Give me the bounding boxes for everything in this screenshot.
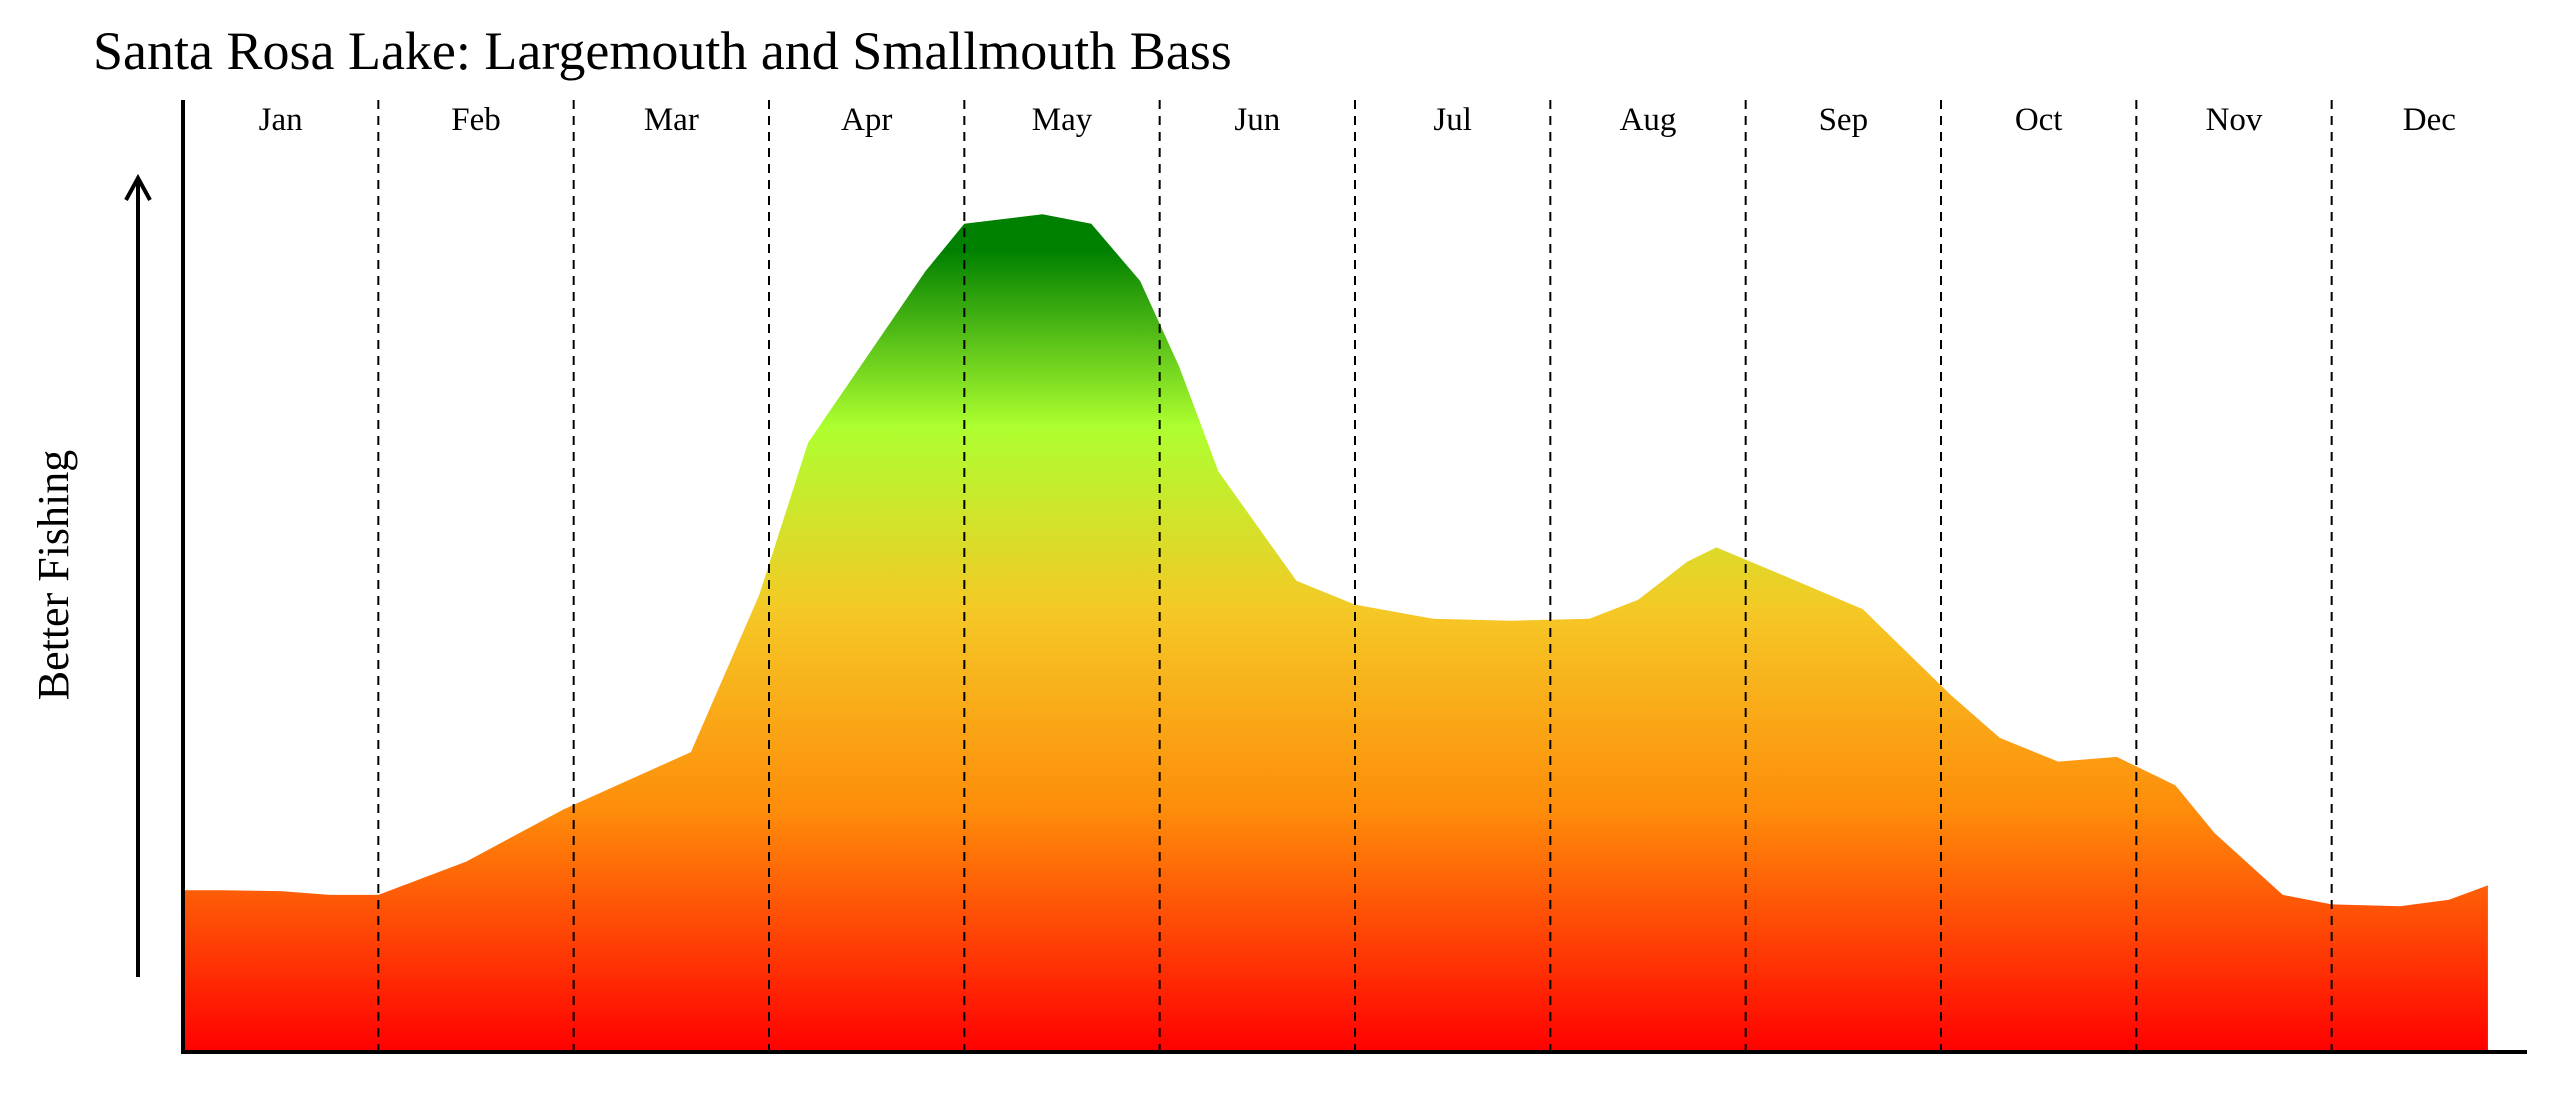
fishing-quality-area (183, 214, 2488, 1052)
month-labels: Jan Feb Mar Apr May Jun Jul Aug Sep Oct Nov Dec (259, 102, 2456, 138)
month-label: Feb (451, 102, 501, 138)
better-fishing-arrow (124, 173, 152, 977)
month-label: Jul (1433, 102, 1472, 138)
month-label: Sep (1819, 102, 1869, 138)
month-label: Dec (2403, 102, 2456, 138)
month-label: Apr (841, 102, 892, 138)
month-label: May (1032, 102, 1093, 138)
month-label: Oct (2015, 102, 2063, 138)
month-label: Mar (644, 102, 699, 138)
month-label: Jun (1234, 102, 1280, 138)
month-label: Nov (2206, 102, 2263, 138)
up-arrow-icon (124, 173, 152, 201)
y-axis-label: Better Fishing (29, 450, 78, 701)
month-label: Aug (1620, 102, 1677, 138)
month-label: Jan (259, 102, 303, 138)
chart-title: Santa Rosa Lake: Largemouth and Smallmou… (93, 21, 1232, 81)
